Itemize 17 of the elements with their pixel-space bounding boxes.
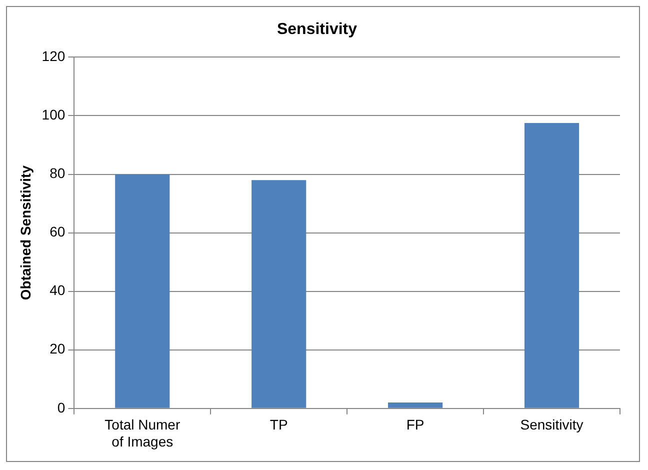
bar [388,402,443,408]
y-tick-label: 40 [50,282,66,298]
y-axis-title: Obtained Sensitivity [17,165,34,300]
y-tick-label: 80 [50,165,66,182]
y-tick-label: 120 [42,48,66,64]
x-tick-label: FP [406,416,424,433]
bar [524,123,580,408]
bar [115,174,170,408]
y-tick-label: 20 [50,340,66,357]
x-tick-label: Sensitivity [520,416,584,433]
y-tick-label: 60 [50,224,66,240]
chart-title: Sensitivity [276,21,358,38]
bar [252,180,306,408]
x-tick-label: Total Numer of Images [104,416,180,450]
y-tick-label: 0 [57,399,66,416]
y-tick-label: 100 [42,106,66,123]
x-tick-label: TP [270,416,288,433]
